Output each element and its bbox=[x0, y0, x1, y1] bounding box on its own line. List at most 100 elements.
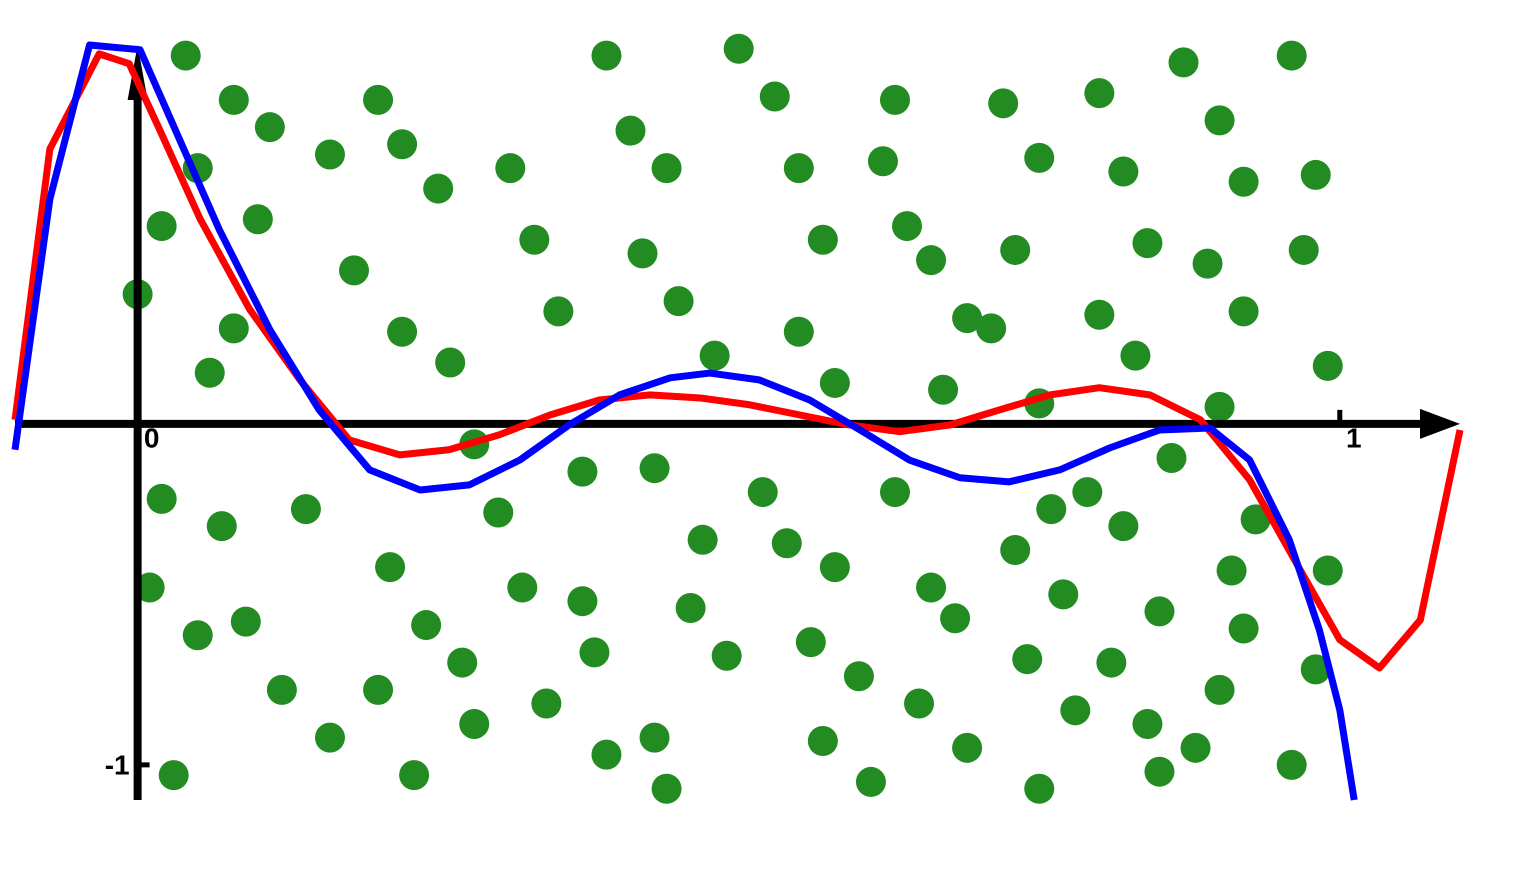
scatter-point bbox=[1036, 494, 1067, 525]
scatter-point bbox=[892, 211, 923, 242]
scatter-point bbox=[855, 766, 886, 797]
scatter-point bbox=[1192, 248, 1223, 279]
scatter-point bbox=[1084, 299, 1115, 330]
scatter-point bbox=[1132, 708, 1163, 739]
scatter-point bbox=[699, 340, 730, 371]
scatter-point bbox=[1072, 477, 1103, 508]
scatter-point bbox=[182, 620, 213, 651]
scatter-point bbox=[807, 726, 838, 757]
scatter-point bbox=[254, 112, 285, 143]
scatter-point bbox=[1240, 504, 1271, 535]
scatter-point bbox=[339, 255, 370, 286]
scatter-point bbox=[928, 374, 959, 405]
scatter-point bbox=[543, 296, 574, 327]
scatter-point bbox=[218, 313, 249, 344]
scatter-point bbox=[170, 40, 201, 71]
scatter-point bbox=[314, 722, 345, 753]
scatter-point bbox=[1048, 579, 1079, 610]
scatter-point bbox=[675, 593, 706, 624]
scatter-point bbox=[904, 688, 935, 719]
scatter-point bbox=[146, 211, 177, 242]
scatter-point bbox=[1060, 695, 1091, 726]
scatter-point bbox=[615, 115, 646, 146]
scatter-point bbox=[795, 627, 826, 658]
scatter-point bbox=[916, 572, 947, 603]
scatter-point bbox=[952, 303, 983, 334]
scatter-point bbox=[1132, 228, 1163, 259]
scatter-point bbox=[206, 511, 237, 542]
scatter-point bbox=[1276, 749, 1307, 780]
scatter-point bbox=[976, 313, 1007, 344]
scatter-point bbox=[819, 552, 850, 583]
x-tick-label: 1 bbox=[1346, 422, 1362, 453]
scatter-point bbox=[879, 477, 910, 508]
scatter-point bbox=[627, 238, 658, 269]
scatter-point bbox=[1084, 78, 1115, 109]
scatter-point bbox=[290, 494, 321, 525]
scatter-point bbox=[723, 33, 754, 64]
scatter-point bbox=[531, 688, 562, 719]
scatter-point bbox=[1168, 47, 1199, 78]
scatter-point bbox=[266, 674, 297, 705]
fit-curve bbox=[11, 41, 1358, 801]
y-tick-label: -1 bbox=[105, 749, 130, 780]
scatter-point bbox=[771, 528, 802, 559]
scatter-point bbox=[1144, 756, 1175, 787]
scatter-point bbox=[1144, 596, 1175, 627]
scatter-point bbox=[1108, 511, 1139, 542]
scatter-point bbox=[651, 773, 682, 804]
scatter-point bbox=[591, 40, 622, 71]
scatter-point bbox=[1000, 535, 1031, 566]
scatter-point bbox=[1300, 654, 1331, 685]
scatter-point bbox=[363, 674, 394, 705]
scatter-point bbox=[916, 245, 947, 276]
scatter-point bbox=[1276, 40, 1307, 71]
scatter-point bbox=[507, 572, 538, 603]
scatter-point bbox=[1228, 166, 1259, 197]
scatter-point bbox=[988, 88, 1019, 119]
scatter-point bbox=[783, 153, 814, 184]
scatter-point bbox=[567, 456, 598, 487]
scatter-point bbox=[495, 153, 526, 184]
scatter-point bbox=[711, 640, 742, 671]
scatter-point bbox=[387, 316, 418, 347]
scatter-point bbox=[1108, 156, 1139, 187]
scatter-point bbox=[1012, 644, 1043, 675]
scatter-point bbox=[483, 497, 514, 528]
scatter-point bbox=[1204, 105, 1235, 136]
scatter-point bbox=[663, 286, 694, 317]
x-tick-label: 0 bbox=[144, 422, 160, 453]
scatter-point bbox=[411, 610, 442, 641]
scatter-point bbox=[1300, 159, 1331, 190]
scatter-point bbox=[867, 146, 898, 177]
scatter-point bbox=[1024, 773, 1055, 804]
scatter-point bbox=[363, 84, 394, 115]
scatter-point bbox=[314, 139, 345, 170]
scatter-point bbox=[423, 173, 454, 204]
scatter-point bbox=[134, 572, 165, 603]
scatter-point bbox=[807, 224, 838, 255]
scatter-point bbox=[519, 224, 550, 255]
scatter-point bbox=[651, 153, 682, 184]
scatter-point bbox=[1228, 296, 1259, 327]
scatter-point bbox=[242, 204, 273, 235]
scatter-point bbox=[579, 637, 610, 668]
scatter-point bbox=[1120, 340, 1151, 371]
scatter-point bbox=[1000, 234, 1031, 265]
scatter-point bbox=[639, 722, 670, 753]
scatter-point bbox=[1204, 391, 1235, 422]
scatter-point bbox=[146, 483, 177, 514]
scatter-point bbox=[1312, 555, 1343, 586]
scatter-point bbox=[447, 647, 478, 678]
scatter-point bbox=[230, 606, 261, 637]
scatter-point bbox=[375, 552, 406, 583]
x-axis-arrow bbox=[1420, 408, 1460, 439]
scatter-point bbox=[639, 453, 670, 484]
scatter-point bbox=[783, 316, 814, 347]
scatter-point bbox=[1216, 555, 1247, 586]
scatter-point bbox=[218, 84, 249, 115]
scatter-point bbox=[399, 760, 430, 791]
scatter-point bbox=[459, 708, 490, 739]
